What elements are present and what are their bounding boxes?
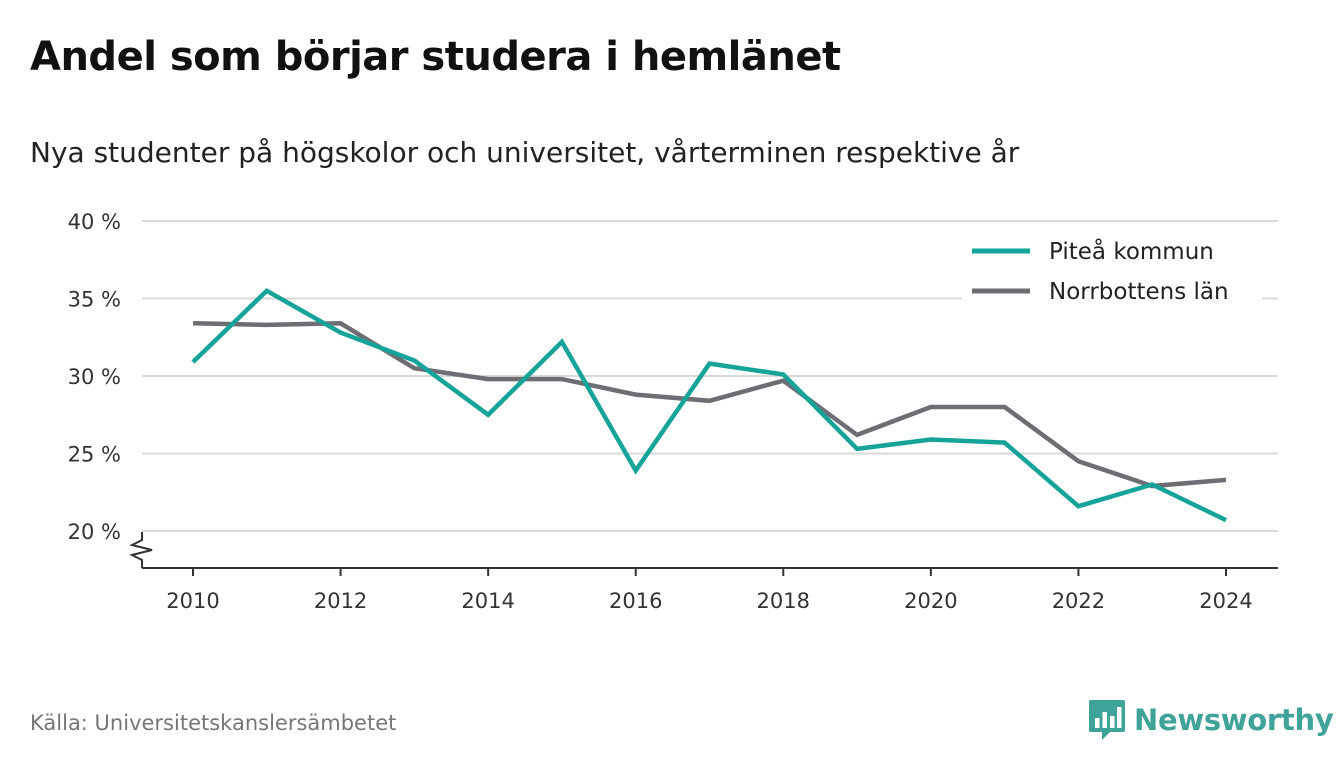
y-tick-label: 35 % — [68, 288, 121, 312]
x-tick-label: 2020 — [904, 589, 957, 613]
legend-label: Norrbottens län — [1049, 279, 1229, 305]
y-tick-label: 25 % — [68, 443, 121, 467]
y-tick-label: 30 % — [68, 365, 121, 389]
x-tick-label: 2022 — [1052, 589, 1105, 613]
series-line-pitea — [191, 287, 1227, 523]
line-chart: 20 %25 %30 %35 %40 % 2010 2012 2014 2016 201… — [68, 210, 1278, 613]
legend-label: Piteå kommun — [1049, 237, 1214, 265]
brand-name: Newsworthy — [1134, 703, 1334, 737]
y-axis-tick-labels: 20 % 25 % 30 % 35 % 40 % — [68, 210, 121, 544]
x-tick-label: 2010 — [166, 589, 219, 613]
legend: Piteå kommun Norrbottens län — [962, 231, 1262, 311]
x-tick-label: 2016 — [609, 589, 662, 613]
x-tick-label: 2012 — [314, 589, 367, 613]
x-axis: 2010 2012 2014 2016 2018 2020 2022 2024 — [129, 532, 1278, 613]
legend-background — [962, 231, 1262, 311]
y-tick-label: 40 % — [68, 210, 121, 234]
bar-chart-speech-bubble-icon — [1089, 700, 1125, 740]
x-tick-label: 2024 — [1199, 589, 1252, 613]
series-line-norrbotten — [192, 321, 1227, 489]
brand-logo[interactable]: Newsworthy — [1088, 698, 1334, 742]
chart-title: Andel som börjar studera i hemlänet — [30, 34, 841, 80]
y-axis-break — [129, 532, 153, 568]
x-tick-label: 2018 — [757, 589, 810, 613]
chart-subtitle: Nya studenter på högskolor och universit… — [30, 136, 1020, 169]
source-note: Källa: Universitetskanslersämbetet — [30, 711, 397, 735]
y-tick-label: 20 % — [68, 520, 121, 544]
series-lines — [191, 287, 1227, 523]
x-tick-label: 2014 — [461, 589, 514, 613]
